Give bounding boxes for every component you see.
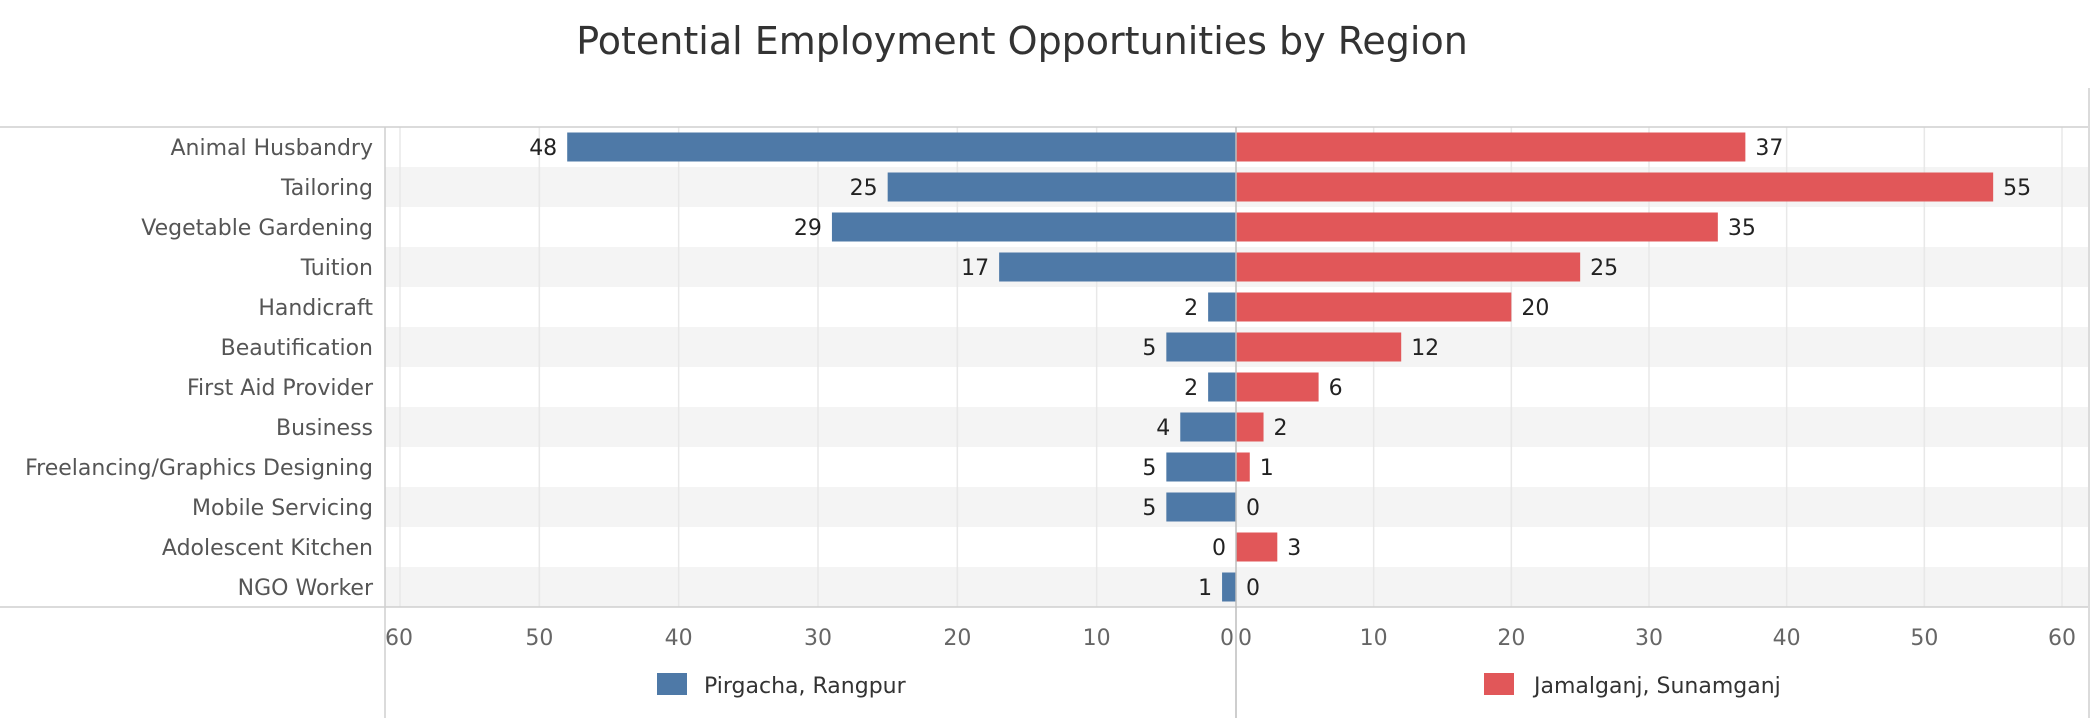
value-label-left-tuition: 17 bbox=[961, 256, 989, 281]
bar-right-animal-husbandry bbox=[1236, 132, 1746, 162]
bar-left-ngo-worker bbox=[1222, 572, 1236, 602]
left-axis-tick-50: 50 bbox=[525, 626, 553, 651]
value-label-left-handicraft: 2 bbox=[1184, 296, 1198, 321]
bar-left-vegetable-gardening bbox=[831, 212, 1236, 242]
value-label-left-mobile-servicing: 5 bbox=[1142, 496, 1156, 521]
category-label-vegetable-gardening: Vegetable Gardening bbox=[141, 216, 373, 241]
left-axis-tick-20: 20 bbox=[943, 626, 971, 651]
left-axis-tick-30: 30 bbox=[804, 626, 832, 651]
value-label-left-beautification: 5 bbox=[1142, 336, 1156, 361]
category-label-business: Business bbox=[276, 416, 373, 441]
left-axis-tick-40: 40 bbox=[665, 626, 693, 651]
value-label-left-tailoring: 25 bbox=[850, 176, 878, 201]
right-axis-tick-0: 0 bbox=[1238, 626, 1252, 651]
right-axis-tick-40: 40 bbox=[1773, 626, 1801, 651]
bar-left-animal-husbandry bbox=[567, 132, 1236, 162]
value-label-right-beautification: 12 bbox=[1411, 336, 1439, 361]
left-axis-tick-60: 60 bbox=[385, 626, 413, 651]
category-label-tailoring: Tailoring bbox=[280, 176, 373, 201]
right-axis-tick-50: 50 bbox=[1910, 626, 1938, 651]
right-axis-tick-60: 60 bbox=[2048, 626, 2076, 651]
legend-swatch-left bbox=[657, 673, 687, 695]
category-label-animal-husbandry: Animal Husbandry bbox=[171, 136, 374, 161]
bar-right-handicraft bbox=[1236, 292, 1512, 322]
bar-left-beautification bbox=[1166, 332, 1236, 362]
bar-right-tailoring bbox=[1236, 172, 1994, 202]
category-label-freelancing-graphics-designing: Freelancing/Graphics Designing bbox=[25, 456, 373, 481]
category-label-beautification: Beautification bbox=[221, 336, 373, 361]
value-label-left-freelancing-graphics-designing: 5 bbox=[1142, 456, 1156, 481]
bar-right-vegetable-gardening bbox=[1236, 212, 1718, 242]
left-axis-tick-10: 10 bbox=[1083, 626, 1111, 651]
legend-swatch-right bbox=[1484, 673, 1514, 695]
category-label-handicraft: Handicraft bbox=[258, 296, 373, 321]
value-label-right-handicraft: 20 bbox=[1521, 296, 1549, 321]
bar-left-first-aid-provider bbox=[1208, 372, 1236, 402]
grid-lines bbox=[399, 127, 2063, 607]
bar-right-adolescent-kitchen bbox=[1236, 532, 1278, 562]
chart-title: Potential Employment Opportunities by Re… bbox=[576, 19, 1468, 63]
legend-label-left: Pirgacha, Rangpur bbox=[704, 674, 907, 699]
bar-left-business bbox=[1180, 412, 1236, 442]
value-label-left-business: 4 bbox=[1156, 416, 1170, 441]
bar-left-handicraft bbox=[1208, 292, 1236, 322]
value-label-right-tailoring: 55 bbox=[2003, 176, 2031, 201]
bar-right-freelancing-graphics-designing bbox=[1236, 452, 1250, 482]
legend-label-right: Jamalganj, Sunamganj bbox=[1532, 674, 1781, 699]
value-label-left-animal-husbandry: 48 bbox=[529, 136, 557, 161]
value-label-left-first-aid-provider: 2 bbox=[1184, 376, 1198, 401]
bar-right-business bbox=[1236, 412, 1264, 442]
bar-right-tuition bbox=[1236, 252, 1581, 282]
left-axis-tick-0: 0 bbox=[1220, 626, 1234, 651]
bar-left-mobile-servicing bbox=[1166, 492, 1236, 522]
bar-right-first-aid-provider bbox=[1236, 372, 1319, 402]
category-label-ngo-worker: NGO Worker bbox=[238, 576, 374, 601]
bar-left-freelancing-graphics-designing bbox=[1166, 452, 1236, 482]
value-label-right-animal-husbandry: 37 bbox=[1755, 136, 1783, 161]
right-axis-tick-10: 10 bbox=[1360, 626, 1388, 651]
category-label-first-aid-provider: First Aid Provider bbox=[187, 376, 374, 401]
legend: Pirgacha, Rangpur Jamalganj, Sunamganj bbox=[657, 673, 1781, 699]
value-label-right-freelancing-graphics-designing: 1 bbox=[1260, 456, 1274, 481]
value-label-left-adolescent-kitchen: 0 bbox=[1212, 536, 1226, 561]
value-label-right-mobile-servicing: 0 bbox=[1246, 496, 1260, 521]
bar-left-tailoring bbox=[887, 172, 1236, 202]
value-label-right-tuition: 25 bbox=[1590, 256, 1618, 281]
bar-left-tuition bbox=[999, 252, 1236, 282]
category-label-adolescent-kitchen: Adolescent Kitchen bbox=[162, 536, 373, 561]
bar-right-beautification bbox=[1236, 332, 1402, 362]
value-label-left-ngo-worker: 1 bbox=[1198, 576, 1212, 601]
value-label-right-adolescent-kitchen: 3 bbox=[1287, 536, 1301, 561]
value-label-right-ngo-worker: 0 bbox=[1246, 576, 1260, 601]
right-axis-tick-30: 30 bbox=[1635, 626, 1663, 651]
value-label-right-vegetable-gardening: 35 bbox=[1728, 216, 1756, 241]
category-label-mobile-servicing: Mobile Servicing bbox=[192, 496, 373, 521]
value-label-right-first-aid-provider: 6 bbox=[1329, 376, 1343, 401]
value-label-left-vegetable-gardening: 29 bbox=[794, 216, 822, 241]
right-axis-tick-20: 20 bbox=[1497, 626, 1525, 651]
value-label-right-business: 2 bbox=[1274, 416, 1288, 441]
category-label-tuition: Tuition bbox=[300, 256, 373, 281]
